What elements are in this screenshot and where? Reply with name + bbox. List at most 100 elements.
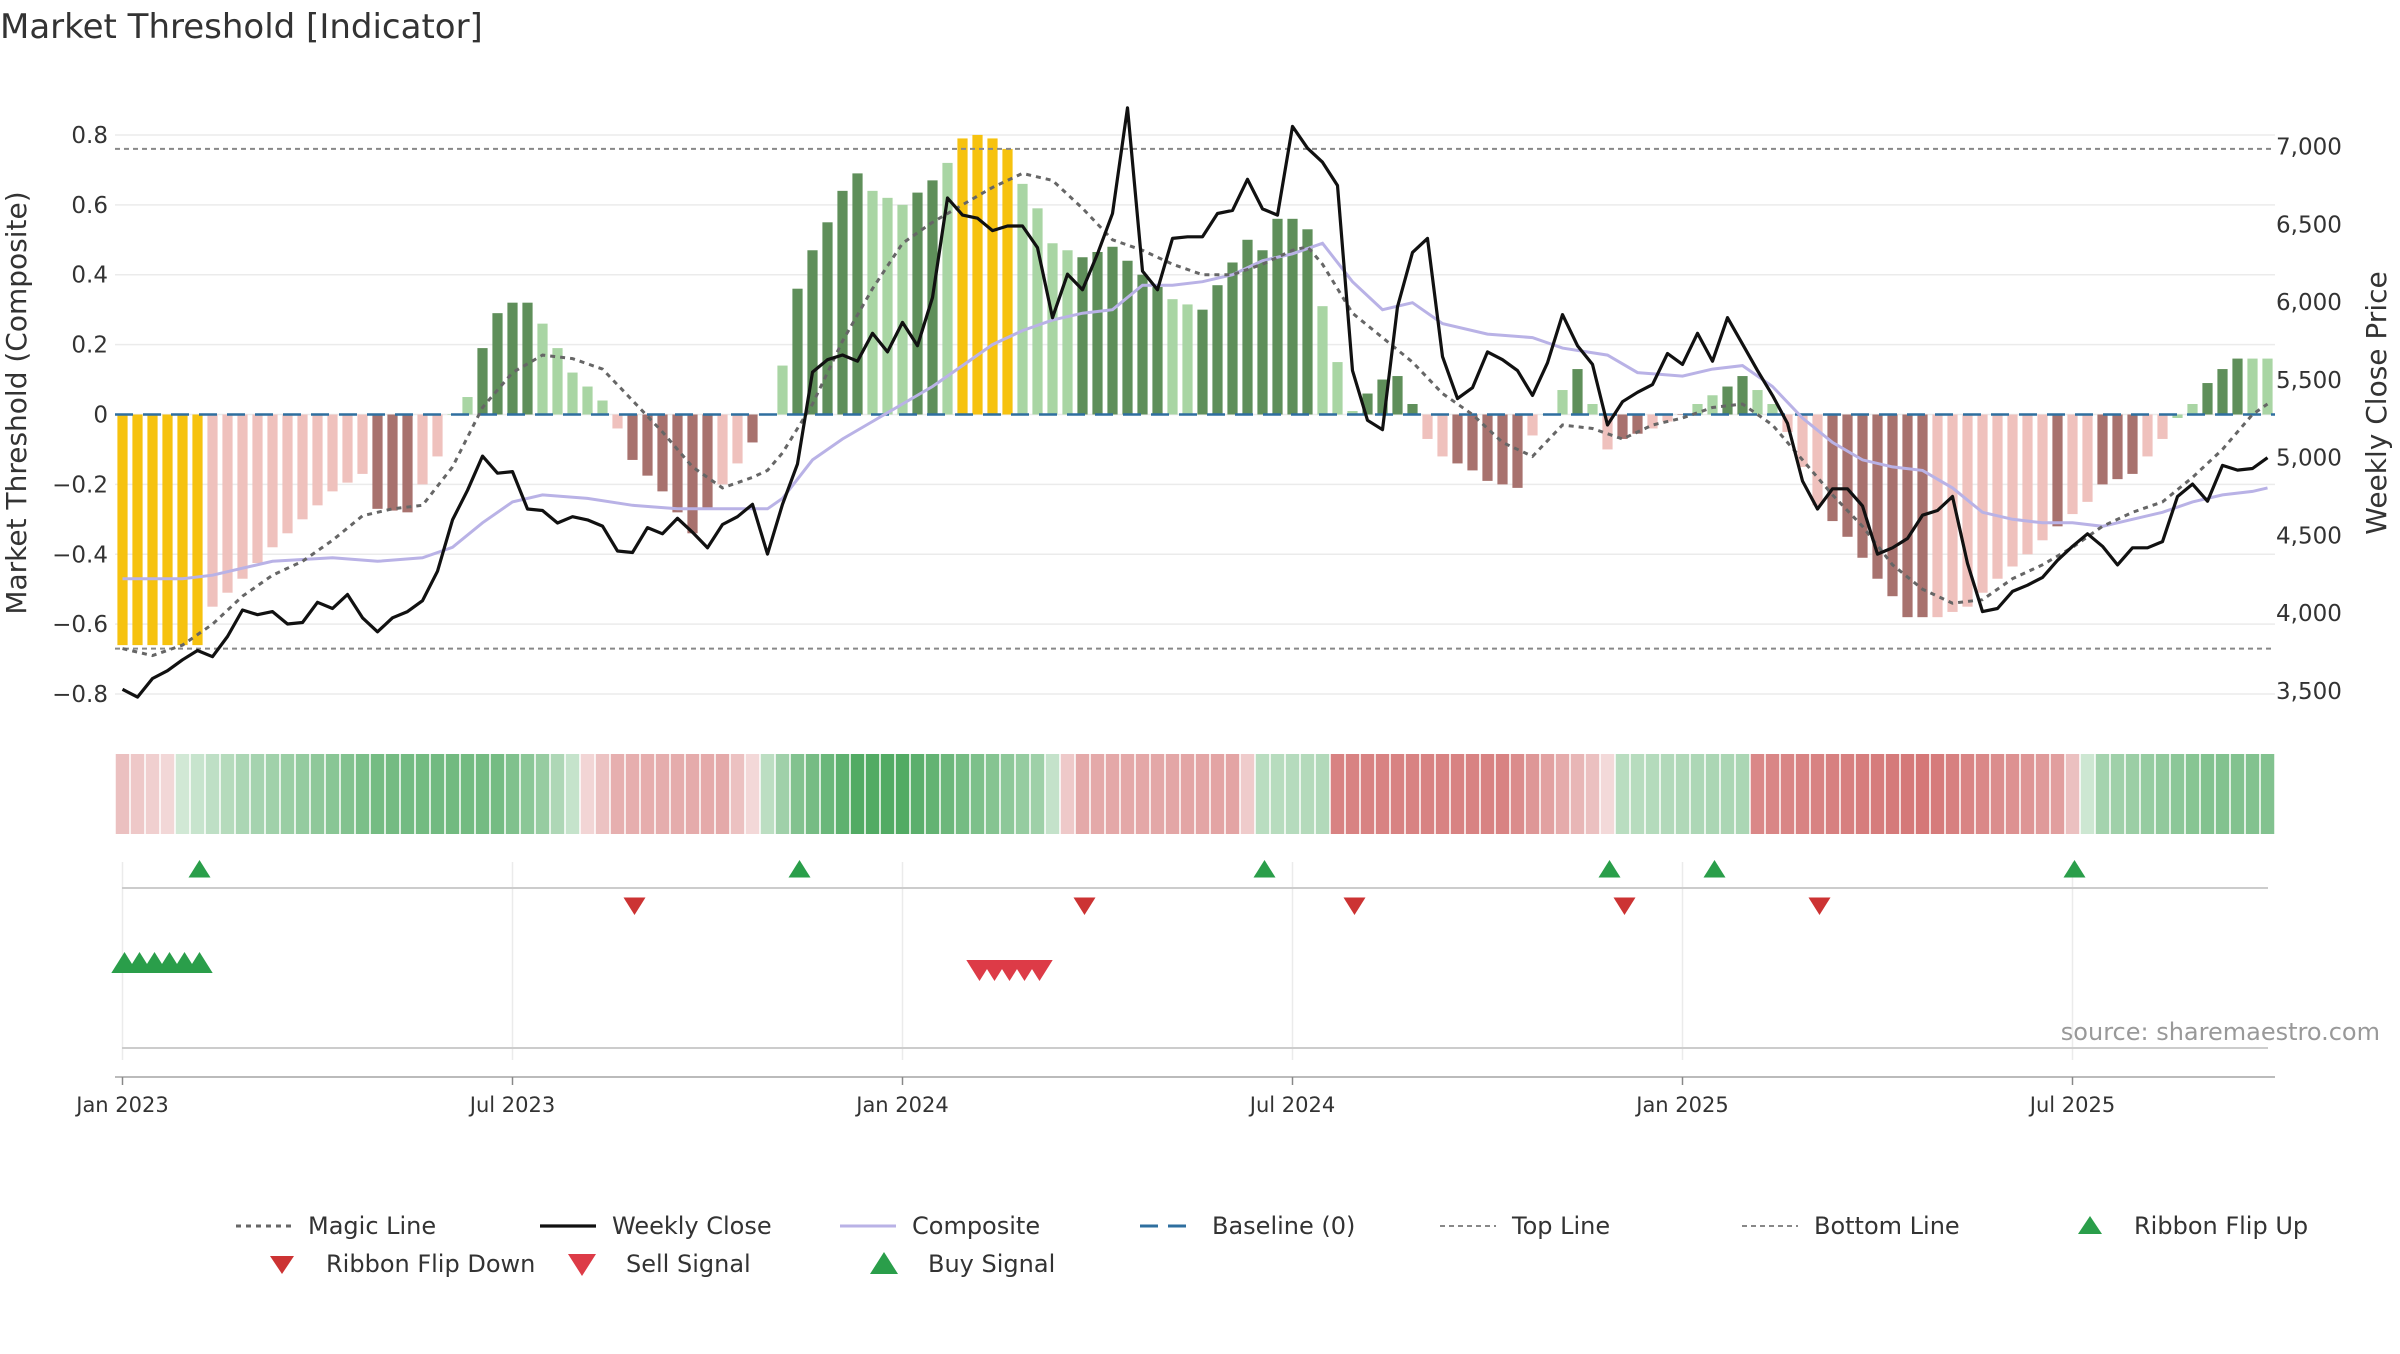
composite-bar [1287,218,1298,415]
ribbon-cell [145,754,160,834]
ribbon-cell [370,754,385,834]
ribbon-cell [1705,754,1720,834]
ribbon-flip-up-marker [1253,860,1276,878]
ribbon-cell [1075,754,1090,834]
ribbon-flip-down-marker [1808,897,1831,915]
composite-bar [972,134,983,415]
composite-bar [147,414,158,646]
source-note: source: sharemaestro.com [2061,1018,2380,1046]
composite-bar [1407,404,1418,415]
ribbon-cell [1480,754,1495,834]
ribbon-cell [1225,754,1240,834]
composite-bar [1467,414,1478,471]
composite-bar [1047,243,1058,415]
ribbon-cell [2155,754,2170,834]
ribbon-flip-up-marker [1703,860,1726,878]
ribbon-cell [835,754,850,834]
ribbon-cell [595,754,610,834]
ribbon-cell [580,754,595,834]
composite-bar [297,414,308,520]
ribbon-cell [1750,754,1765,834]
composite-bar [2172,414,2183,418]
composite-bar [687,414,698,534]
composite-bar [1437,414,1448,457]
ribbon-cell [2005,754,2020,834]
composite-bar [672,414,683,513]
ribbon-cell [115,754,130,834]
composite-bar [117,414,128,646]
ribbon-cell [1105,754,1120,834]
ribbon-cell [1810,754,1825,834]
composite-bar [1362,393,1373,415]
composite-bar [432,414,443,457]
ribbon-cell [505,754,520,834]
ribbon-cell [520,754,535,834]
ribbon-cell [1960,754,1975,834]
ribbon-cell [2095,754,2110,834]
composite-bar [2067,414,2078,515]
composite-bar [867,190,878,415]
composite-bar [267,414,278,548]
ribbon-cell [565,754,580,834]
ribbon-cell [295,754,310,834]
ribbon-cell [1150,754,1165,834]
ribbon-cell [235,754,250,834]
composite-bar [1227,262,1238,415]
composite-bar [537,323,548,415]
ribbon-cell [1285,754,1300,834]
legend-swatch-buy-signal [870,1252,898,1274]
ribbon-cell [310,754,325,834]
y-tick-right: 6,500 [2276,212,2342,238]
composite-bar [1572,369,1583,415]
y-tick-right: 5,500 [2276,368,2342,394]
legend-swatch-ribbon-flip-down [270,1256,294,1274]
composite-bar [1812,414,1823,506]
y-axis-label-right: Weekly Close Price [2360,271,2393,534]
ribbon-cell [1330,754,1345,834]
composite-bar [342,414,353,483]
y-tick-right: 5,000 [2276,446,2342,472]
ribbon-cell [1195,754,1210,834]
composite-bar [1002,148,1013,415]
ribbon-cell [760,754,775,834]
ribbon-cell [1420,754,1435,834]
composite-bar [717,414,728,485]
ribbon-cell [1855,754,1870,834]
composite-bar [807,250,818,415]
composite-bar [252,414,263,564]
composite-bar [357,414,368,474]
ribbon-cell [1165,754,1180,834]
x-tick-label: Jul 2023 [468,1093,555,1117]
composite-bar [237,414,248,579]
ribbon-cell [1630,754,1645,834]
composite-bar [2007,414,2018,567]
ribbon-cell [1795,754,1810,834]
ribbon-cell [1540,754,1555,834]
y-tick-right: 6,000 [2276,290,2342,316]
ribbon-cell [1210,754,1225,834]
composite-bar [1032,208,1043,415]
composite-bar [642,414,653,476]
composite-bar [1107,246,1118,415]
ribbon-cell [2200,754,2215,834]
ribbon-cell [2080,754,2095,834]
ribbon-cell [895,754,910,834]
composite-bar [162,414,173,646]
composite-bar [1602,414,1613,450]
ribbon-cell [1645,754,1660,834]
composite-bar [897,204,908,415]
composite-bar [1932,414,1943,618]
ribbon-cell [1360,754,1375,834]
ribbon-cell [1900,754,1915,834]
buy-signal-marker [186,952,213,973]
ribbon-flip-up-marker [2063,860,2086,878]
ribbon-cell [1975,754,1990,834]
ribbon-cell [355,754,370,834]
ribbon-cell [1090,754,1105,834]
composite-bar [1722,386,1733,415]
ribbon-cell [1675,754,1690,834]
ribbon-cell [1180,754,1195,834]
composite-bar [312,414,323,506]
ribbon-cell [2035,754,2050,834]
